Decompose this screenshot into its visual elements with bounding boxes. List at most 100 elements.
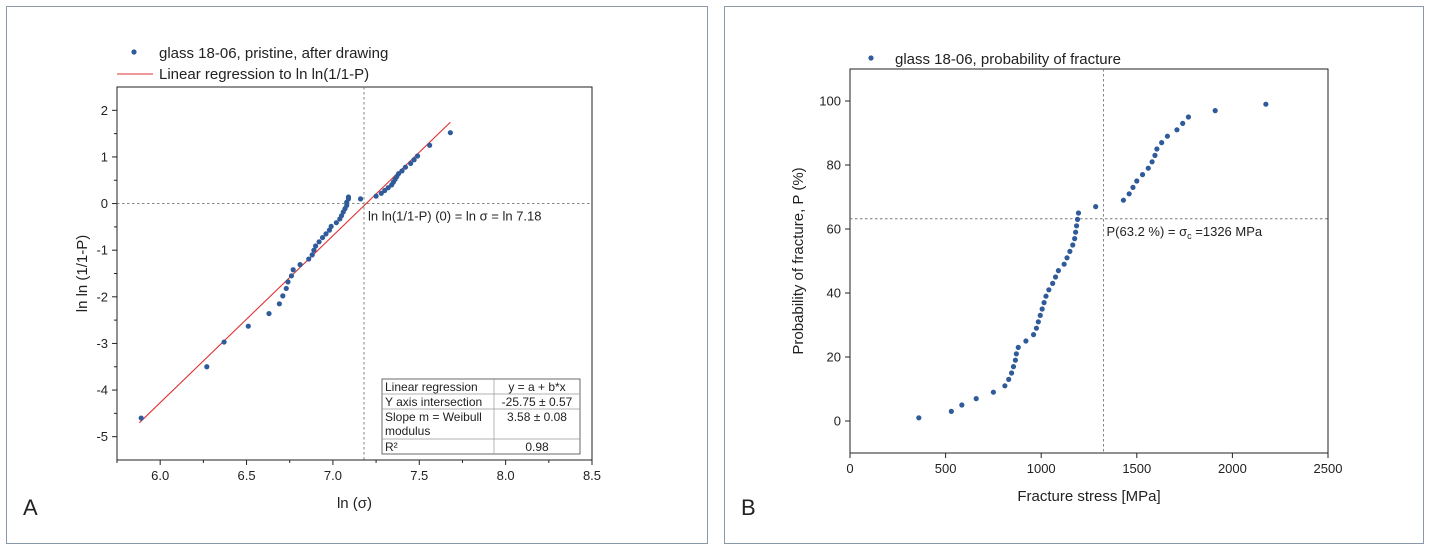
legend-marker-points	[868, 55, 874, 61]
data-point	[1067, 248, 1073, 254]
data-point	[1041, 300, 1047, 306]
legend-marker-points	[131, 49, 137, 55]
data-point	[1008, 370, 1015, 376]
y-tick-label: -2	[96, 289, 108, 304]
data-point	[1013, 351, 1019, 357]
data-point	[1035, 319, 1041, 325]
critical-stress-annotation: P(63.2 %) = σc =1326 MPa	[1107, 224, 1263, 241]
x-axis-title: Fracture stress [MPa]	[1017, 488, 1160, 505]
x-tick-label: 8.0	[497, 468, 515, 483]
x-tick-label: 2500	[1314, 461, 1343, 476]
data-point	[1130, 184, 1136, 190]
data-point	[1263, 101, 1269, 107]
data-point	[323, 231, 329, 237]
data-point	[204, 364, 210, 370]
x-tick-label: 500	[935, 461, 957, 476]
data-point	[373, 193, 379, 199]
data-point	[245, 323, 251, 329]
legend-label-points: glass 18-06, pristine, after drawing	[159, 45, 388, 62]
data-point	[1015, 344, 1021, 350]
data-point	[402, 164, 409, 170]
data-point	[414, 153, 421, 159]
y-tick-label: 0	[101, 196, 108, 211]
data-point	[395, 171, 402, 177]
data-point	[1055, 268, 1062, 274]
data-point	[1212, 108, 1218, 114]
data-point	[1030, 332, 1037, 338]
data-point	[1073, 229, 1079, 235]
table-row-value: -25.75 ± 0.57	[502, 395, 573, 409]
y-tick-label: 80	[827, 158, 841, 173]
data-point	[382, 187, 388, 194]
data-point	[309, 252, 315, 258]
data-point	[1075, 210, 1082, 216]
data-point	[1164, 133, 1170, 139]
data-point	[916, 415, 922, 421]
data-point	[447, 130, 453, 136]
data-point	[1120, 197, 1127, 203]
data-point	[1006, 376, 1012, 382]
data-point	[1033, 325, 1040, 331]
data-point	[1074, 216, 1081, 222]
table-row-label: R²	[385, 440, 398, 454]
data-point	[1052, 274, 1059, 280]
data-point	[1072, 236, 1078, 242]
weibull-plot: 6.0 6.5 7.0 7.5 8.0 8.5 2 1 0 -1 -2 -3 -4 -5 ln (σ) ln …	[23, 45, 601, 520]
data-point	[378, 190, 384, 196]
data-point	[973, 396, 979, 402]
data-point	[411, 157, 417, 163]
data-point	[306, 256, 312, 262]
x-tick-label: 7.0	[324, 468, 342, 483]
data-point	[276, 301, 282, 307]
y-tick-label: 20	[827, 350, 841, 365]
y-axis-title: ln ln (1/1-P)	[74, 235, 91, 313]
x-tick-label: 1000	[1027, 461, 1056, 476]
y-tick-label: 2	[101, 103, 108, 118]
data-point	[316, 239, 322, 245]
panel-label: B	[741, 495, 756, 520]
y-tick-label: 0	[834, 414, 841, 429]
y-tick-label: -3	[96, 336, 108, 351]
data-point	[1134, 178, 1140, 184]
data-point	[1037, 312, 1043, 318]
legend-label-points: glass 18-06, probability of fracture	[895, 51, 1121, 68]
data-point	[990, 389, 996, 395]
data-point	[285, 279, 291, 285]
data-point	[328, 223, 334, 230]
data-point	[266, 310, 272, 317]
data-point	[311, 247, 317, 253]
y-tick-label: 60	[827, 222, 841, 237]
data-point	[948, 408, 954, 414]
y-tick-label: 1	[101, 149, 108, 164]
data-point	[1050, 280, 1056, 286]
y-tick-label: -4	[96, 383, 108, 398]
data-point	[1061, 261, 1067, 267]
data-point	[1152, 152, 1158, 158]
data-point	[283, 285, 289, 292]
data-point	[1010, 364, 1017, 370]
x-tick-label: 0	[846, 461, 853, 476]
regression-table	[381, 378, 581, 455]
x-tick-label: 6.0	[151, 468, 169, 483]
fracture-probability-plot: 0 500 1000 1500 2000 2500 0 20 40 60 80 100 Fracture…	[741, 51, 1343, 520]
data-point	[333, 220, 339, 226]
table-row-label: Slope m = Weibull modulus	[385, 410, 482, 438]
data-point	[138, 415, 144, 421]
x-tick-label: 6.5	[238, 468, 256, 483]
data-point	[1154, 146, 1160, 152]
panel-a: 6.0 6.5 7.0 7.5 8.0 8.5 2 1 0 -1 -2 -3 -4 -5 ln (σ) ln …	[6, 6, 708, 544]
data-point	[1180, 120, 1186, 126]
data-point	[1185, 114, 1192, 120]
data-point	[319, 234, 326, 241]
table-row-value: y = a + b*x	[508, 380, 565, 394]
data-point	[1023, 338, 1029, 344]
panel-b: 0 500 1000 1500 2000 2500 0 20 40 60 80 100 Fracture…	[724, 6, 1424, 544]
intercept-annotation: ln ln(1/1-P) (0) = ln σ = ln 7.18	[368, 209, 542, 224]
data-point	[399, 168, 405, 174]
y-axis-title: Probability of fracture, P (%)	[790, 167, 807, 354]
table-row-label: Y axis intersection	[385, 395, 482, 409]
data-point	[1046, 287, 1052, 293]
data-point	[1073, 223, 1080, 229]
table-row-label: Linear regression	[385, 380, 478, 394]
y-tick-label: 40	[827, 286, 841, 301]
